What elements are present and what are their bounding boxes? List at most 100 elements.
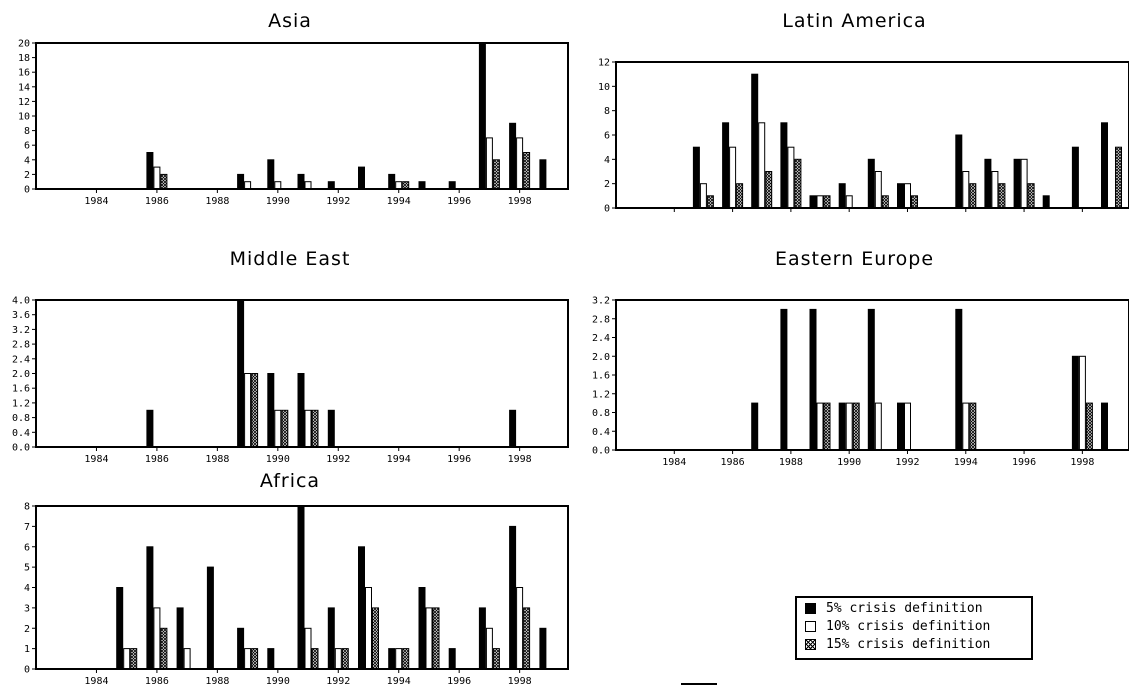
- y-tick-label: 3: [24, 603, 30, 614]
- bar-bar-black-1991: [297, 373, 305, 448]
- bar-bar-hatch-1989: [823, 402, 831, 451]
- bar-bar-hatch-1987: [765, 171, 773, 209]
- bar-bar-hatch-1985: [706, 195, 714, 209]
- y-tick-label: 1.6: [592, 371, 610, 382]
- bar-bar-hatch-1994: [969, 402, 977, 451]
- bar-bar-black-1999: [1101, 122, 1108, 209]
- bar-bar-white-1994: [962, 402, 970, 451]
- y-tick-label: 6: [24, 141, 30, 152]
- x-tick-label: 1984: [84, 196, 108, 207]
- chart-title: Asia: [268, 10, 312, 32]
- bar-bar-hatch-1992: [341, 648, 349, 670]
- bar-bar-black-1994: [388, 173, 396, 190]
- bar-bar-white-1985: [699, 183, 707, 209]
- bar-bar-white-1990: [274, 181, 282, 190]
- bar-bar-black-1998: [1071, 355, 1079, 451]
- bar-bar-white-1991: [874, 402, 882, 451]
- y-tick-label: 2: [604, 179, 610, 190]
- bar-bar-black-1998: [509, 525, 517, 670]
- x-tick-label: 1996: [1012, 457, 1036, 466]
- chart-panel-africa: Africa 0 1 2 3 4 5 6 7 8 1984 1986 1988 1990 1992 1994…: [0, 470, 580, 700]
- bar-bar-hatch-1992: [911, 195, 918, 209]
- chart-title: Middle East: [229, 248, 351, 270]
- y-tick-label: 8: [604, 106, 610, 117]
- x-tick-label: 1994: [387, 196, 411, 207]
- bar-bar-hatch-1996: [1027, 183, 1035, 209]
- bar-bar-hatch-1986: [160, 173, 168, 190]
- x-tick-label: 1988: [205, 196, 229, 207]
- bar-bar-white-1992: [334, 648, 342, 670]
- bar-bar-white-1991: [304, 627, 312, 670]
- y-tick-label: 6: [604, 131, 610, 142]
- x-tick-label: 1988: [779, 457, 803, 466]
- y-tick-label: 2: [24, 170, 30, 181]
- bar-bar-hatch-1985: [130, 648, 138, 670]
- y-tick-label: 2.4: [12, 354, 30, 365]
- x-tick-label: 1990: [266, 196, 290, 207]
- y-tick-label: 2.0: [12, 369, 30, 380]
- bar-bar-black-1986: [146, 546, 154, 670]
- bar-bar-black-1989: [809, 308, 817, 451]
- bar-bar-hatch-1994: [402, 648, 410, 670]
- x-tick-label: 1998: [508, 454, 532, 465]
- bar-bar-hatch-1991: [311, 409, 319, 448]
- bar-bar-hatch-1993: [372, 607, 379, 670]
- bar-bar-black-1992: [897, 402, 904, 451]
- bar-bar-black-1994: [955, 308, 963, 451]
- y-tick-label: 4: [604, 155, 610, 166]
- y-tick-label: 10: [18, 112, 30, 123]
- y-tick-label: 16: [18, 68, 30, 79]
- bar-bar-black-1989: [237, 173, 245, 190]
- y-tick-label: 2.8: [592, 314, 610, 325]
- bar-bar-black-1987: [176, 607, 184, 670]
- bar-bar-hatch-1989: [823, 195, 831, 209]
- y-tick-label: 10: [598, 82, 610, 93]
- x-tick-label: 1996: [447, 676, 471, 687]
- y-tick-label: 2.8: [12, 340, 30, 351]
- y-tick-label: 12: [18, 97, 30, 108]
- bar-bar-black-1986: [146, 409, 154, 448]
- bar-bar-black-1998: [509, 409, 517, 448]
- bar-bar-black-1991: [297, 173, 305, 190]
- y-tick-label: 5: [24, 563, 30, 574]
- x-tick-label: 1998: [508, 676, 532, 687]
- bar-bar-black-1998: [509, 122, 517, 190]
- y-tick-label: 1.2: [12, 398, 30, 409]
- bar-bar-black-1987: [751, 402, 759, 451]
- x-tick-label: 1984: [662, 457, 686, 466]
- bar-bar-white-1986: [153, 607, 161, 670]
- bar-bar-black-1989: [237, 627, 245, 670]
- bar-bar-black-1988: [780, 122, 788, 209]
- x-tick-label: 1986: [145, 454, 169, 465]
- legend-label: 10% crisis definition: [826, 619, 991, 634]
- bar-bar-hatch-1988: [794, 158, 802, 209]
- bar-bar-hatch-1998: [523, 607, 531, 670]
- bar-bar-white-1991: [304, 181, 312, 190]
- x-tick-label: 1994: [387, 454, 411, 465]
- x-tick-label: 1990: [266, 676, 290, 687]
- y-tick-label: 0.0: [592, 446, 610, 457]
- x-tick-label: 1992: [326, 196, 350, 207]
- y-tick-label: 3.2: [12, 325, 30, 336]
- bar-bar-black-1991: [867, 308, 875, 451]
- bar-bar-black-1990: [267, 648, 275, 670]
- bar-bar-white-1989: [816, 195, 824, 209]
- y-tick-label: 12: [598, 58, 610, 69]
- x-tick-label: 1994: [954, 457, 978, 466]
- bar-bar-black-1997: [478, 607, 486, 670]
- bar-bar-hatch-1989: [251, 373, 259, 448]
- x-tick-label: 1992: [895, 457, 919, 466]
- bar-bar-white-1992: [904, 183, 911, 209]
- bar-bar-white-1998: [1078, 355, 1086, 451]
- y-tick-label: 4: [24, 155, 30, 166]
- x-tick-label: 1990: [837, 457, 861, 466]
- bar-bar-black-1986: [722, 122, 730, 209]
- bar-bar-white-1989: [244, 373, 252, 448]
- y-tick-label: 3.6: [12, 310, 30, 321]
- legend-swatch-white: [805, 621, 816, 632]
- bar-bar-black-1993: [358, 546, 365, 670]
- bar-bar-black-1998: [1071, 146, 1079, 209]
- x-tick-label: 1984: [84, 454, 108, 465]
- bar-bar-white-1994: [395, 181, 403, 190]
- y-tick-label: 0.0: [12, 443, 30, 454]
